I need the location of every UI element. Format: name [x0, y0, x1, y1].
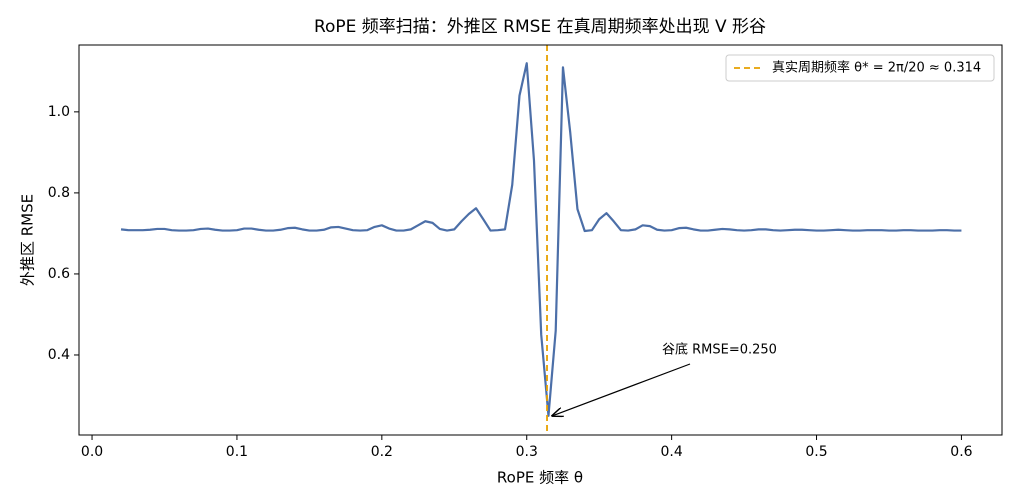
x-tick-label: 0.3	[516, 444, 538, 460]
y-axis-label: 外推区 RMSE	[19, 194, 37, 286]
x-tick-label: 0.2	[371, 444, 393, 460]
y-tick-label: 0.8	[48, 185, 70, 201]
x-tick-label: 0.5	[805, 444, 827, 460]
annotation: 谷底 RMSE=0.250	[662, 342, 777, 358]
x-tick-label: 0.0	[81, 444, 103, 460]
x-tick-label: 0.6	[950, 444, 972, 460]
chart-title: RoPE 频率扫描：外推区 RMSE 在真周期频率处出现 V 形谷	[314, 17, 766, 37]
x-tick-label: 0.1	[226, 444, 248, 460]
x-axis-label: RoPE 频率 θ	[497, 469, 583, 487]
x-tick-label: 0.4	[660, 444, 682, 460]
plot-frame	[78, 44, 1003, 436]
y-tick-label: 1.0	[48, 104, 70, 120]
legend-label: 真实周期频率 θ* = 2π/20 ≈ 0.314	[772, 60, 981, 76]
y-tick-label: 0.4	[48, 347, 70, 363]
annotation-arrow	[552, 363, 691, 416]
legend-box	[725, 54, 995, 82]
data-line	[120, 62, 962, 417]
y-tick-label: 0.6	[48, 266, 70, 282]
